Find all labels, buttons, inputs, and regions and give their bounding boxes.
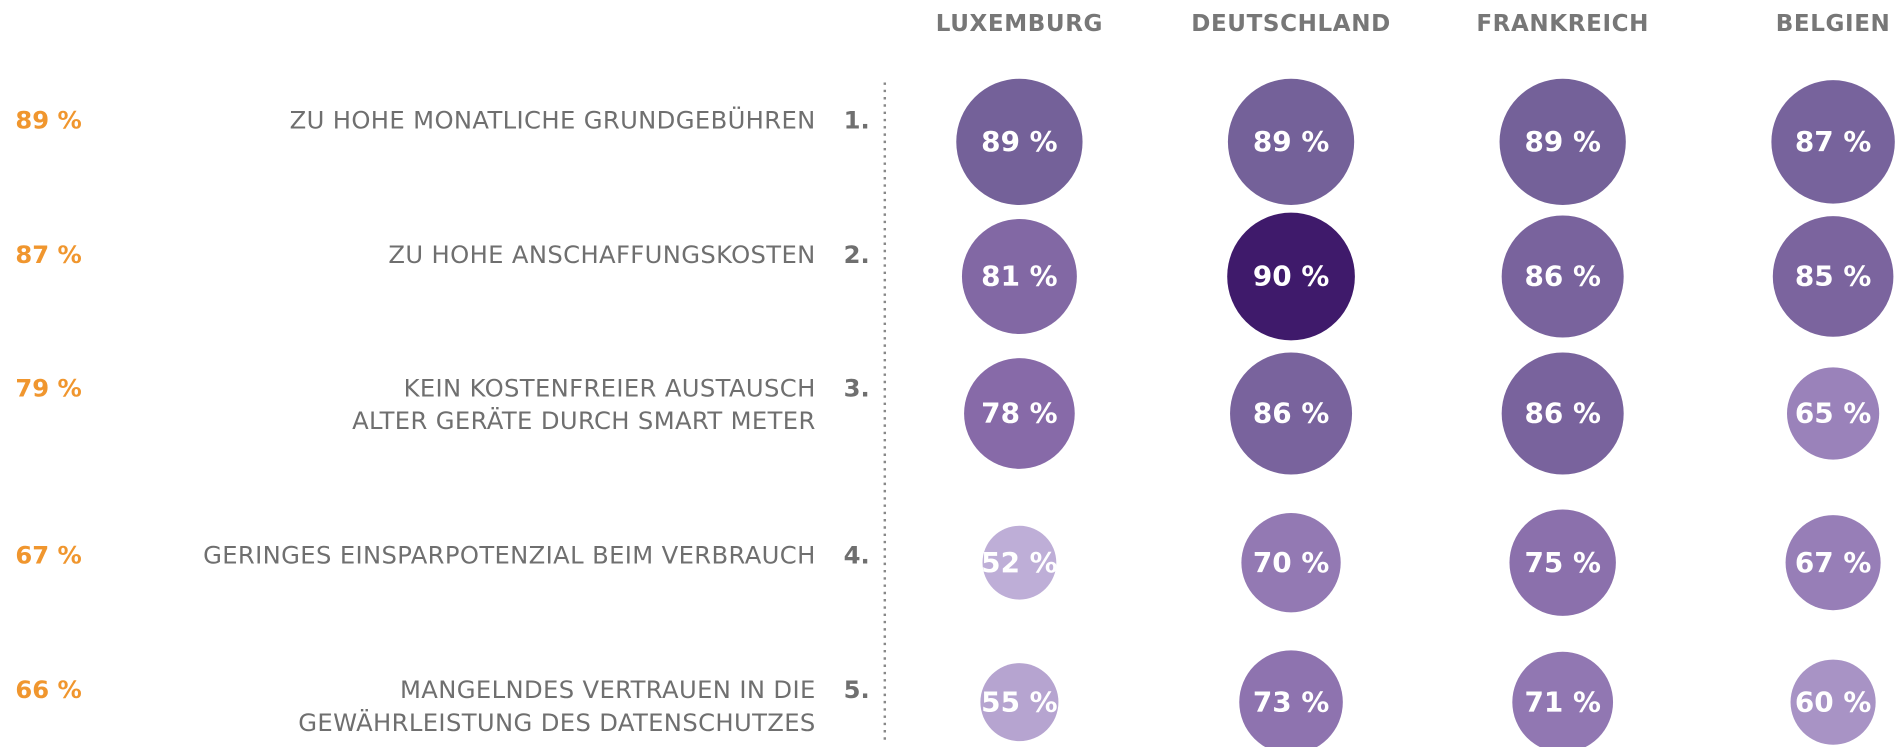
row-label: GERINGES EINSPARPOTENZIAL BEIM VERBRAUCH bbox=[203, 541, 816, 570]
bubble-label: 85 % bbox=[1795, 260, 1871, 293]
column-header: BELGIEN bbox=[1776, 11, 1891, 37]
column-header: LUXEMBURG bbox=[936, 11, 1103, 37]
total-label: 67 % bbox=[15, 541, 82, 570]
column-header: FRANKREICH bbox=[1476, 11, 1649, 37]
bubble bbox=[1241, 513, 1341, 613]
bubble bbox=[1786, 367, 1880, 460]
bubble bbox=[961, 219, 1077, 334]
row-label: MANGELNDES VERTRAUEN IN DIE bbox=[400, 675, 816, 704]
rank: 4. bbox=[844, 541, 870, 570]
bubble bbox=[1501, 215, 1624, 338]
bubble-label: 86 % bbox=[1524, 397, 1600, 430]
bubble-label: 89 % bbox=[1253, 125, 1329, 158]
row-label: GEWÄHRLEISTUNG DES DATENSCHUTZES bbox=[298, 708, 815, 737]
bubble-label: 65 % bbox=[1795, 397, 1871, 430]
bubble-label: 81 % bbox=[981, 260, 1057, 293]
bubble bbox=[1509, 509, 1616, 616]
bubble-label: 52 % bbox=[981, 546, 1057, 579]
bubble bbox=[1512, 651, 1614, 747]
bubble bbox=[964, 358, 1075, 469]
bubble-label: 67 % bbox=[1795, 546, 1871, 579]
bubble-label: 70 % bbox=[1253, 546, 1329, 579]
row-label: ALTER GERÄTE DURCH SMART METER bbox=[352, 406, 816, 435]
bubble-label: 89 % bbox=[1524, 125, 1600, 158]
rank: 3. bbox=[844, 373, 870, 402]
bubble bbox=[1227, 78, 1355, 206]
bubble-label: 78 % bbox=[981, 397, 1057, 430]
bubble bbox=[1499, 78, 1626, 206]
bubble-label: 86 % bbox=[1253, 397, 1329, 430]
bubble bbox=[980, 663, 1059, 742]
row-label: ZU HOHE ANSCHAFFUNGSKOSTEN bbox=[388, 240, 815, 269]
bubble bbox=[1772, 216, 1894, 337]
rank: 5. bbox=[844, 675, 870, 704]
row-label: ZU HOHE MONATLICHE GRUNDGEBÜHREN bbox=[290, 105, 816, 134]
bubble bbox=[1501, 352, 1624, 475]
bubble-label: 73 % bbox=[1253, 685, 1329, 718]
bubble bbox=[1239, 650, 1343, 747]
bubble bbox=[1785, 515, 1881, 611]
rank: 2. bbox=[844, 240, 870, 269]
total-label: 87 % bbox=[15, 240, 82, 269]
bubble-label: 55 % bbox=[981, 685, 1057, 718]
bubble bbox=[1227, 212, 1355, 341]
bubble bbox=[1771, 80, 1895, 204]
bubble bbox=[982, 525, 1057, 600]
rank: 1. bbox=[844, 105, 870, 134]
bubble bbox=[1790, 659, 1876, 745]
total-label: 89 % bbox=[15, 105, 82, 134]
column-header: DEUTSCHLAND bbox=[1191, 11, 1391, 37]
bubble-label: 87 % bbox=[1795, 125, 1871, 158]
row-label: KEIN KOSTENFREIER AUSTAUSCH bbox=[404, 373, 816, 402]
bubble bbox=[1230, 352, 1353, 475]
bubble-label: 71 % bbox=[1524, 685, 1600, 718]
total-label: 66 % bbox=[15, 675, 82, 704]
bubble-label: 60 % bbox=[1795, 685, 1871, 718]
bubble bbox=[956, 78, 1083, 206]
total-label: 79 % bbox=[15, 373, 82, 402]
bubble-label: 90 % bbox=[1253, 260, 1329, 293]
bubble-label: 86 % bbox=[1524, 260, 1600, 293]
bubble-label: 89 % bbox=[981, 125, 1057, 158]
bubble-label: 75 % bbox=[1524, 546, 1600, 579]
